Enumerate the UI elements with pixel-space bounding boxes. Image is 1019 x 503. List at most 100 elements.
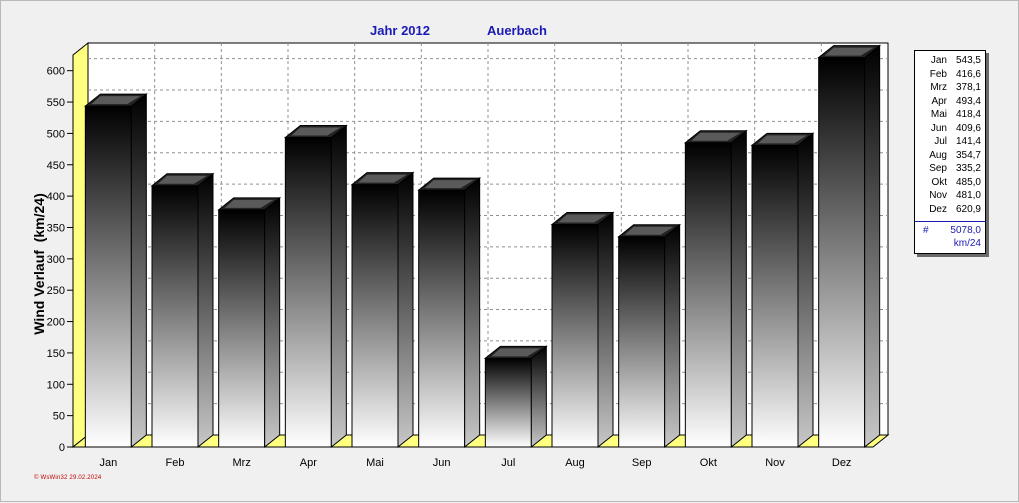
plot-floor: [71, 434, 890, 448]
bar-front: [684, 142, 732, 448]
y-tick-label: 50: [53, 411, 65, 423]
legend-total-symbol: #: [923, 225, 929, 236]
y-tick-label: 400: [47, 191, 65, 203]
x-tick-label: Nov: [765, 457, 785, 469]
legend-value: 416,6: [955, 68, 981, 80]
legend-rows: Jan 543,5 Feb 416,6 Mrz 378,1 Apr 493,4 Mai 418,4…: [915, 54, 985, 216]
y-tick-label: 0: [59, 442, 65, 454]
bar-side: [397, 171, 414, 449]
legend-row-aug: Aug 354,7: [915, 149, 985, 163]
y-tick-label: 350: [47, 222, 65, 234]
x-tick-label: Mai: [366, 457, 384, 469]
bar-dez: [817, 44, 882, 449]
bar-top-highlight: [624, 226, 674, 235]
legend-row-feb: Feb 416,6: [915, 68, 985, 82]
bar-side: [264, 196, 281, 449]
bar-front: [351, 184, 399, 448]
bar-front: [484, 357, 532, 448]
bar-feb: [150, 172, 215, 449]
bar-mrz: [217, 196, 282, 449]
bar-top-highlight: [358, 174, 407, 183]
x-tick-label: Jul: [501, 457, 515, 469]
bar-top-highlight: [224, 199, 274, 208]
footer-credit: © WsWin32 29.02.2024: [34, 475, 102, 481]
bar-side: [664, 223, 681, 449]
legend-month: Mrz: [930, 82, 947, 93]
legend-month: Okt: [931, 176, 947, 188]
bar-apr: [283, 124, 348, 449]
x-tick-label: Aug: [565, 457, 585, 469]
chart-title-year: Jahr 2012: [370, 23, 430, 38]
legend-month: Aug: [929, 149, 947, 161]
bar-top-highlight: [158, 175, 207, 184]
bar-front: [218, 209, 266, 448]
bar-side: [130, 93, 147, 449]
y-tick-label: 250: [47, 285, 65, 297]
bar-top-highlight: [824, 47, 874, 56]
legend-value: 485,0: [955, 176, 981, 188]
y-tick-label: 150: [47, 348, 65, 360]
y-tick-label: 600: [47, 66, 65, 78]
bar-jan: [83, 93, 148, 449]
x-tick-label: Mrz: [233, 457, 251, 469]
legend-divider: [915, 221, 985, 222]
legend-value: 141,4: [955, 136, 981, 147]
bar-front: [818, 57, 866, 448]
legend-month: Sep: [929, 163, 947, 174]
bar-front: [151, 185, 199, 448]
legend-row-okt: Okt 485,0: [915, 176, 985, 190]
legend-month: Mai: [930, 109, 947, 120]
bar-top-highlight: [291, 127, 341, 136]
legend-month: Jun: [930, 122, 947, 134]
bar-side: [730, 129, 747, 449]
legend-row-mrz: Mrz 378,1: [915, 81, 985, 95]
y-tick-label: 550: [47, 97, 65, 109]
bar-side: [530, 345, 547, 449]
bar-front: [284, 137, 332, 448]
legend-month: Nov: [929, 190, 947, 201]
bar-sep: [617, 223, 682, 449]
bar-front: [551, 224, 599, 448]
legend-row-jan: Jan 543,5: [915, 54, 985, 68]
legend-value: 620,9: [955, 203, 981, 215]
legend-value: 335,2: [955, 163, 981, 174]
bar-mai: [350, 171, 415, 449]
bar-top-highlight: [491, 348, 541, 357]
bar-aug: [550, 211, 615, 449]
legend-row-mai: Mai 418,4: [915, 108, 985, 122]
x-tick-label: Dez: [832, 457, 852, 469]
x-tick-label: Jan: [99, 457, 117, 469]
x-tick-label: Feb: [166, 457, 185, 469]
bar-side: [330, 124, 347, 449]
legend-value: 481,0: [955, 190, 981, 201]
legend-box: Jan 543,5 Feb 416,6 Mrz 378,1 Apr 493,4 Mai 418,4…: [914, 50, 986, 254]
legend-value: 493,4: [955, 95, 981, 107]
legend-month: Feb: [929, 68, 947, 80]
x-tick-label: Apr: [300, 457, 317, 469]
legend-month: Dez: [929, 203, 947, 215]
legend-month: Apr: [931, 95, 947, 107]
y-tick-label: 450: [47, 160, 65, 172]
bar-top-highlight: [558, 214, 607, 223]
legend-month: Jul: [934, 136, 947, 147]
legend-row-sep: Sep 335,2: [915, 162, 985, 176]
bar-top-highlight: [758, 135, 807, 144]
x-tick-label: Jun: [433, 457, 451, 469]
y-tick-label: 500: [47, 128, 65, 140]
legend-row-jul: Jul 141,4: [915, 135, 985, 149]
y-axis-label: Wind Verlauf (km/24): [31, 193, 47, 335]
legend-row-jun: Jun 409,6: [915, 122, 985, 136]
bar-nov: [750, 132, 815, 449]
legend-value: 418,4: [955, 109, 981, 120]
bar-side: [864, 44, 881, 449]
bar-okt: [683, 129, 748, 449]
bar-front: [618, 236, 666, 448]
bar-top-highlight: [691, 132, 741, 141]
bar-front: [84, 105, 132, 448]
bar-jul: [483, 345, 548, 449]
chart-title-place: Auerbach: [487, 23, 547, 38]
bar-top-highlight: [91, 96, 141, 105]
bar-side: [797, 132, 814, 449]
